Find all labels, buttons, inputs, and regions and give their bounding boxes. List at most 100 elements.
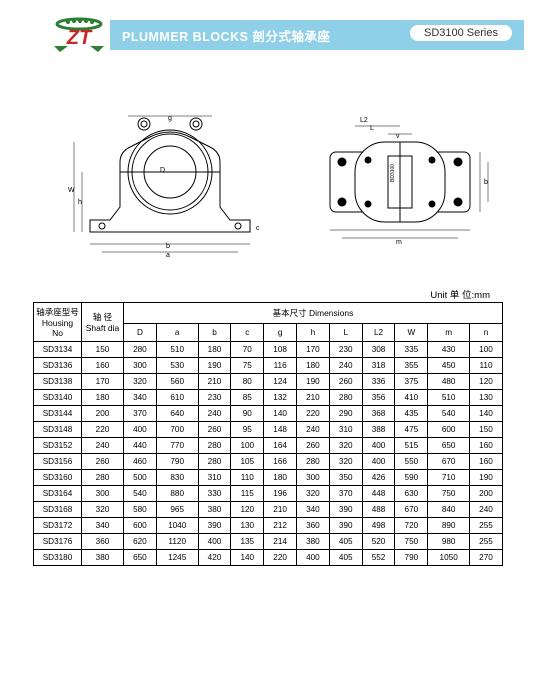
header-col-c: c xyxy=(231,324,264,342)
cell-value: 550 xyxy=(395,454,428,470)
cell-value: 388 xyxy=(362,422,395,438)
cell-value: 80 xyxy=(231,374,264,390)
cell-value: 540 xyxy=(124,486,157,502)
svg-text:L2: L2 xyxy=(360,117,368,124)
cell-shaft-dia: 150 xyxy=(82,342,124,358)
cell-value: 600 xyxy=(124,518,157,534)
cell-shaft-dia: 220 xyxy=(82,422,124,438)
table-row: SD31482204007002609514824031038847560015… xyxy=(34,422,503,438)
cell-value: 360 xyxy=(297,518,330,534)
page-title: PLUMMER BLOCKS 剖分式轴承座 xyxy=(122,26,330,45)
cell-value: 310 xyxy=(198,470,231,486)
cell-shaft-dia: 200 xyxy=(82,406,124,422)
cell-shaft-dia: 280 xyxy=(82,470,124,486)
logo: ZT xyxy=(48,16,110,57)
cell-value: 475 xyxy=(395,422,428,438)
cell-value: 280 xyxy=(198,454,231,470)
cell-value: 448 xyxy=(362,486,395,502)
header-col-L2: L2 xyxy=(362,324,395,342)
cell-value: 124 xyxy=(264,374,297,390)
cell-value: 260 xyxy=(329,374,362,390)
cell-value: 300 xyxy=(297,470,330,486)
cell-value: 510 xyxy=(156,342,198,358)
cell-value: 260 xyxy=(297,438,330,454)
cell-shaft-dia: 380 xyxy=(82,550,124,566)
cell-shaft-dia: 360 xyxy=(82,534,124,550)
cell-value: 1050 xyxy=(428,550,470,566)
cell-housing-no: SD3134 xyxy=(34,342,82,358)
header-col-m: m xyxy=(428,324,470,342)
cell-shaft-dia: 160 xyxy=(82,358,124,374)
cell-value: 166 xyxy=(264,454,297,470)
cell-value: 640 xyxy=(156,406,198,422)
svg-text:m: m xyxy=(396,239,402,246)
cell-value: 420 xyxy=(198,550,231,566)
cell-shaft-dia: 170 xyxy=(82,374,124,390)
header-col-g: g xyxy=(264,324,297,342)
cell-value: 610 xyxy=(156,390,198,406)
cell-value: 140 xyxy=(231,550,264,566)
cell-value: 600 xyxy=(428,422,470,438)
cell-value: 890 xyxy=(428,518,470,534)
cell-value: 130 xyxy=(231,518,264,534)
cell-value: 318 xyxy=(362,358,395,374)
cell-housing-no: SD3172 xyxy=(34,518,82,534)
header-col-W: W xyxy=(395,324,428,342)
cell-value: 390 xyxy=(198,518,231,534)
cell-value: 560 xyxy=(156,374,198,390)
cell-value: 220 xyxy=(297,406,330,422)
table-row: SD31602805008303101101803003504265907101… xyxy=(34,470,503,486)
series-badge: SD3100 Series xyxy=(410,25,512,41)
table-row: SD31803806501245420140220400405552790105… xyxy=(34,550,503,566)
table-row: SD31643005408803301151963203704486307502… xyxy=(34,486,503,502)
cell-value: 450 xyxy=(428,358,470,374)
cell-value: 498 xyxy=(362,518,395,534)
cell-value: 255 xyxy=(470,534,503,550)
cell-value: 110 xyxy=(470,358,503,374)
cell-value: 370 xyxy=(329,486,362,502)
cell-value: 115 xyxy=(231,486,264,502)
cell-value: 552 xyxy=(362,550,395,566)
cell-value: 240 xyxy=(329,358,362,374)
header-housing: 轴承座型号 Housing No xyxy=(34,303,82,342)
cell-value: 500 xyxy=(124,470,157,486)
cell-housing-no: SD3176 xyxy=(34,534,82,550)
cell-value: 720 xyxy=(395,518,428,534)
cell-value: 290 xyxy=(329,406,362,422)
cell-housing-no: SD3180 xyxy=(34,550,82,566)
cell-housing-no: SD3148 xyxy=(34,422,82,438)
cell-value: 148 xyxy=(264,422,297,438)
cell-value: 336 xyxy=(362,374,395,390)
cell-value: 880 xyxy=(156,486,198,502)
cell-value: 540 xyxy=(428,406,470,422)
cell-value: 335 xyxy=(395,342,428,358)
cell-value: 460 xyxy=(124,454,157,470)
cell-housing-no: SD3168 xyxy=(34,502,82,518)
header-dimensions-group: 基本尺寸 Dimensions xyxy=(124,303,503,324)
svg-text:BD3100: BD3100 xyxy=(390,164,396,182)
cell-value: 308 xyxy=(362,342,395,358)
cell-value: 750 xyxy=(395,534,428,550)
cell-value: 100 xyxy=(470,342,503,358)
cell-value: 390 xyxy=(329,502,362,518)
cell-value: 620 xyxy=(124,534,157,550)
cell-value: 670 xyxy=(395,502,428,518)
cell-value: 135 xyxy=(231,534,264,550)
cell-value: 95 xyxy=(231,422,264,438)
cell-shaft-dia: 240 xyxy=(82,438,124,454)
cell-value: 590 xyxy=(395,470,428,486)
cell-value: 630 xyxy=(395,486,428,502)
cell-value: 750 xyxy=(428,486,470,502)
table-row: SD31361603005301907511618024031835545011… xyxy=(34,358,503,374)
cell-value: 368 xyxy=(362,406,395,422)
cell-value: 770 xyxy=(156,438,198,454)
cell-value: 210 xyxy=(198,374,231,390)
table-row: SD31442003706402409014022029036843554014… xyxy=(34,406,503,422)
cell-value: 280 xyxy=(297,454,330,470)
svg-text:c: c xyxy=(256,225,260,232)
table-row: SD31763606201120400135214380405520750980… xyxy=(34,534,503,550)
table-row: SD31341502805101807010817023030833543010… xyxy=(34,342,503,358)
svg-text:g: g xyxy=(168,115,172,122)
cell-value: 965 xyxy=(156,502,198,518)
cell-value: 700 xyxy=(156,422,198,438)
